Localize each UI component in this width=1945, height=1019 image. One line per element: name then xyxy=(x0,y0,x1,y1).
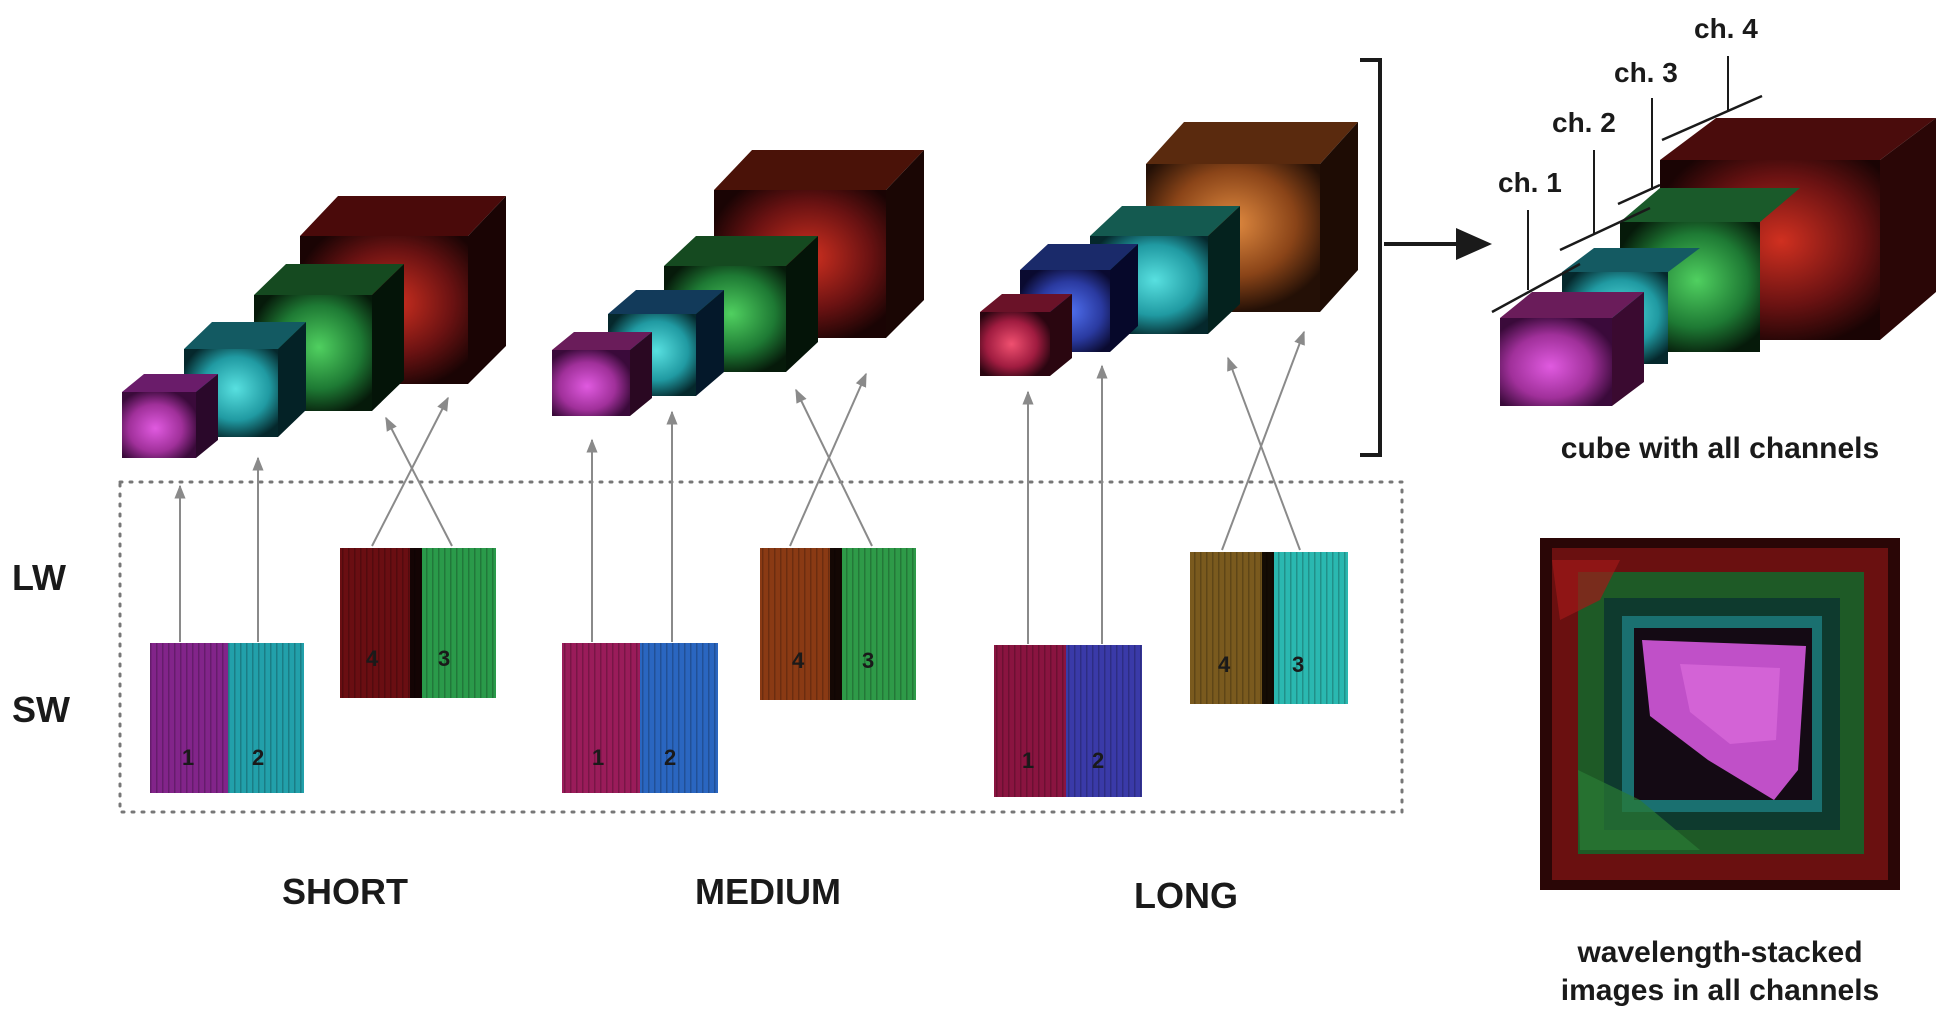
group-bracket xyxy=(1360,58,1382,457)
group-short: 1 2 4 3 SHORT xyxy=(122,196,506,912)
lw-tile-short xyxy=(340,548,496,698)
cube-ch1-short xyxy=(122,374,218,458)
row-label-sw: SW xyxy=(12,689,70,730)
caption-cube: cube with all channels xyxy=(1561,432,1879,465)
channel-label-2: ch. 2 xyxy=(1552,107,1616,138)
combine-arrow xyxy=(1384,228,1492,260)
sw-number-2-short: 2 xyxy=(252,745,264,770)
lw-number-3-medium: 3 xyxy=(862,648,874,673)
arrow-4-medium xyxy=(789,372,867,547)
sw-tile-long xyxy=(994,645,1142,797)
combined-cube xyxy=(1500,118,1936,406)
channel-line-1 xyxy=(1491,262,1581,314)
sw-number-2-medium: 2 xyxy=(664,745,676,770)
group-long: 1 2 4 3 LONG xyxy=(980,122,1358,916)
cube-ch1-long xyxy=(980,294,1072,376)
channel-label-1: ch. 1 xyxy=(1498,167,1562,198)
lw-number-3-long: 3 xyxy=(1292,652,1304,677)
lw-number-4-long: 4 xyxy=(1218,652,1231,677)
group-label-medium: MEDIUM xyxy=(695,871,841,912)
group-medium: 1 2 4 3 MEDIUM xyxy=(552,150,924,912)
row-label-lw: LW xyxy=(12,557,66,598)
sw-number-1-short: 1 xyxy=(182,745,194,770)
channel-label-4: ch. 4 xyxy=(1694,13,1758,44)
arrow-4-long xyxy=(1221,330,1305,551)
group-label-long: LONG xyxy=(1134,875,1238,916)
detector-frame xyxy=(118,480,1404,814)
arrow-3-long xyxy=(1227,356,1301,551)
arrow-3-medium xyxy=(795,388,873,547)
sw-tile-short xyxy=(150,643,304,793)
lw-tile-long xyxy=(1190,552,1348,704)
channel-label-3: ch. 3 xyxy=(1614,57,1678,88)
lw-number-4-short: 4 xyxy=(366,646,379,671)
sw-number-1-long: 1 xyxy=(1022,748,1034,773)
arrow-4-short xyxy=(371,396,449,547)
lw-number-3-short: 3 xyxy=(438,646,450,671)
arrow-3-short xyxy=(385,416,453,547)
lw-tile-medium xyxy=(760,548,916,700)
cube-ch1-medium xyxy=(552,332,652,416)
stacked-image xyxy=(1540,538,1900,890)
group-label-short: SHORT xyxy=(282,871,408,912)
lw-number-4-medium: 4 xyxy=(792,648,805,673)
sw-tile-medium xyxy=(562,643,718,793)
sw-number-1-medium: 1 xyxy=(592,745,604,770)
caption-stacked-line1: wavelength-stacked xyxy=(1576,936,1862,969)
channel-line-2 xyxy=(1559,206,1651,252)
sw-number-2-long: 2 xyxy=(1092,748,1104,773)
channel-line-4 xyxy=(1661,94,1763,142)
caption-stacked-line2: images in all channels xyxy=(1561,974,1879,1007)
